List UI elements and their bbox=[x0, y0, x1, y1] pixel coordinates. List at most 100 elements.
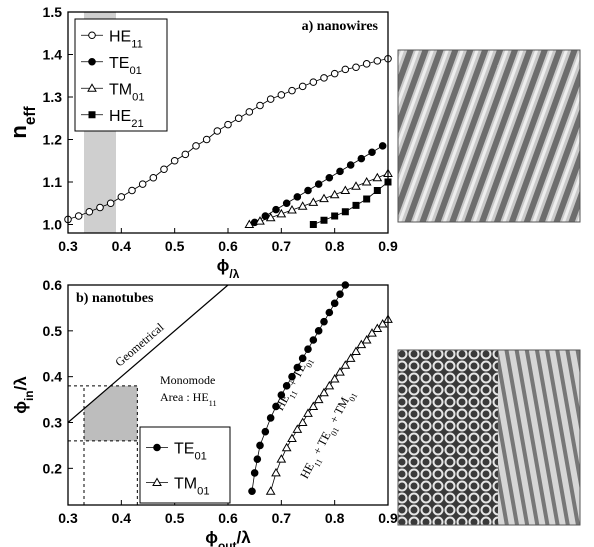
x-axis-label: ϕ/λ bbox=[217, 256, 240, 281]
marker bbox=[214, 128, 221, 135]
y-axis-label: neff bbox=[6, 105, 39, 138]
marker bbox=[262, 428, 269, 435]
marker bbox=[235, 115, 242, 122]
marker bbox=[320, 195, 328, 202]
marker bbox=[293, 425, 301, 432]
marker bbox=[379, 143, 386, 150]
marker bbox=[86, 208, 93, 215]
marker bbox=[320, 389, 328, 396]
marker bbox=[341, 361, 349, 368]
marker bbox=[342, 209, 348, 215]
y-tick-label: 1.5 bbox=[43, 4, 63, 20]
marker bbox=[309, 402, 317, 409]
marker bbox=[304, 409, 312, 416]
x-tick-label: 0.4 bbox=[112, 238, 132, 254]
marker bbox=[257, 442, 264, 449]
marker bbox=[310, 79, 317, 86]
sem-image-nanotubes bbox=[398, 350, 580, 525]
marker bbox=[161, 166, 168, 173]
marker bbox=[277, 455, 285, 462]
marker bbox=[315, 181, 322, 188]
marker bbox=[353, 64, 360, 71]
marker bbox=[305, 187, 312, 194]
x-tick-label: 0.7 bbox=[272, 238, 292, 254]
annotation: a) nanowires bbox=[302, 19, 379, 34]
y-tick-label: 0.5 bbox=[43, 323, 63, 339]
y-label-part: in bbox=[22, 390, 36, 401]
y-tick-label: 0.2 bbox=[43, 460, 63, 476]
marker bbox=[107, 200, 114, 207]
marker bbox=[352, 347, 360, 354]
figure: 0.30.40.50.60.70.80.91.01.11.21.31.41.5ϕ… bbox=[0, 0, 594, 547]
x-tick-label: 0.3 bbox=[58, 238, 78, 254]
marker bbox=[294, 194, 301, 201]
y-tick-label: 0.4 bbox=[43, 369, 63, 385]
marker bbox=[289, 87, 296, 94]
marker bbox=[342, 66, 349, 73]
marker bbox=[246, 109, 253, 116]
x-label-part: /λ bbox=[229, 267, 239, 281]
marker bbox=[321, 75, 328, 82]
marker bbox=[257, 102, 264, 109]
y-tick-label: 1.2 bbox=[43, 132, 63, 148]
marker bbox=[249, 488, 256, 495]
marker bbox=[288, 206, 296, 213]
y-label-part: eff bbox=[22, 105, 39, 125]
marker bbox=[363, 61, 370, 68]
marker bbox=[89, 112, 95, 118]
marker bbox=[369, 149, 376, 156]
marker bbox=[353, 202, 359, 208]
marker bbox=[310, 337, 317, 344]
marker bbox=[347, 162, 354, 169]
marker bbox=[321, 217, 327, 223]
x-tick-label: 0.5 bbox=[165, 510, 185, 526]
x-axis-label: ϕout/λ bbox=[205, 528, 251, 547]
x-tick-label: 0.8 bbox=[325, 238, 345, 254]
annotation: HE11 + TE01 bbox=[272, 353, 315, 414]
y-tick-label: 0.6 bbox=[43, 277, 63, 293]
marker bbox=[373, 174, 381, 181]
marker bbox=[341, 187, 349, 194]
y-label-part: /λ bbox=[11, 376, 30, 391]
marker bbox=[331, 70, 338, 77]
x-label-part: ϕ bbox=[217, 256, 230, 275]
marker bbox=[283, 200, 290, 207]
marker bbox=[374, 58, 381, 65]
marker bbox=[203, 136, 210, 143]
marker bbox=[225, 121, 232, 128]
marker bbox=[326, 174, 333, 181]
annotation: HE11 + TE01 + TM01 bbox=[297, 387, 359, 482]
marker bbox=[139, 181, 146, 188]
marker bbox=[273, 206, 280, 213]
x-label-part: out bbox=[218, 539, 237, 547]
marker bbox=[254, 456, 261, 463]
marker bbox=[331, 375, 339, 382]
marker bbox=[272, 469, 280, 476]
marker bbox=[352, 182, 360, 189]
marker bbox=[337, 291, 344, 298]
marker bbox=[315, 396, 323, 403]
marker bbox=[364, 196, 370, 202]
x-tick-label: 0.3 bbox=[58, 510, 78, 526]
marker bbox=[267, 96, 274, 103]
x-tick-label: 0.6 bbox=[218, 238, 238, 254]
marker bbox=[299, 355, 306, 362]
marker bbox=[193, 143, 200, 150]
marker bbox=[331, 300, 338, 307]
marker bbox=[75, 213, 82, 220]
x-tick-label: 0.4 bbox=[112, 510, 132, 526]
y-tick-label: 1.0 bbox=[43, 217, 63, 233]
marker bbox=[150, 174, 157, 181]
y-tick-label: 0.3 bbox=[43, 415, 63, 431]
marker bbox=[283, 444, 291, 451]
marker bbox=[129, 187, 136, 194]
marker bbox=[325, 382, 333, 389]
x-tick-label: 0.6 bbox=[218, 510, 238, 526]
marker bbox=[89, 58, 96, 65]
y-axis-label: ϕin/λ bbox=[11, 376, 36, 414]
annotation: Monomode bbox=[160, 373, 215, 387]
marker bbox=[305, 346, 312, 353]
x-tick-label: 0.5 bbox=[165, 238, 185, 254]
x-tick-label: 0.9 bbox=[378, 238, 398, 254]
marker bbox=[89, 32, 96, 39]
